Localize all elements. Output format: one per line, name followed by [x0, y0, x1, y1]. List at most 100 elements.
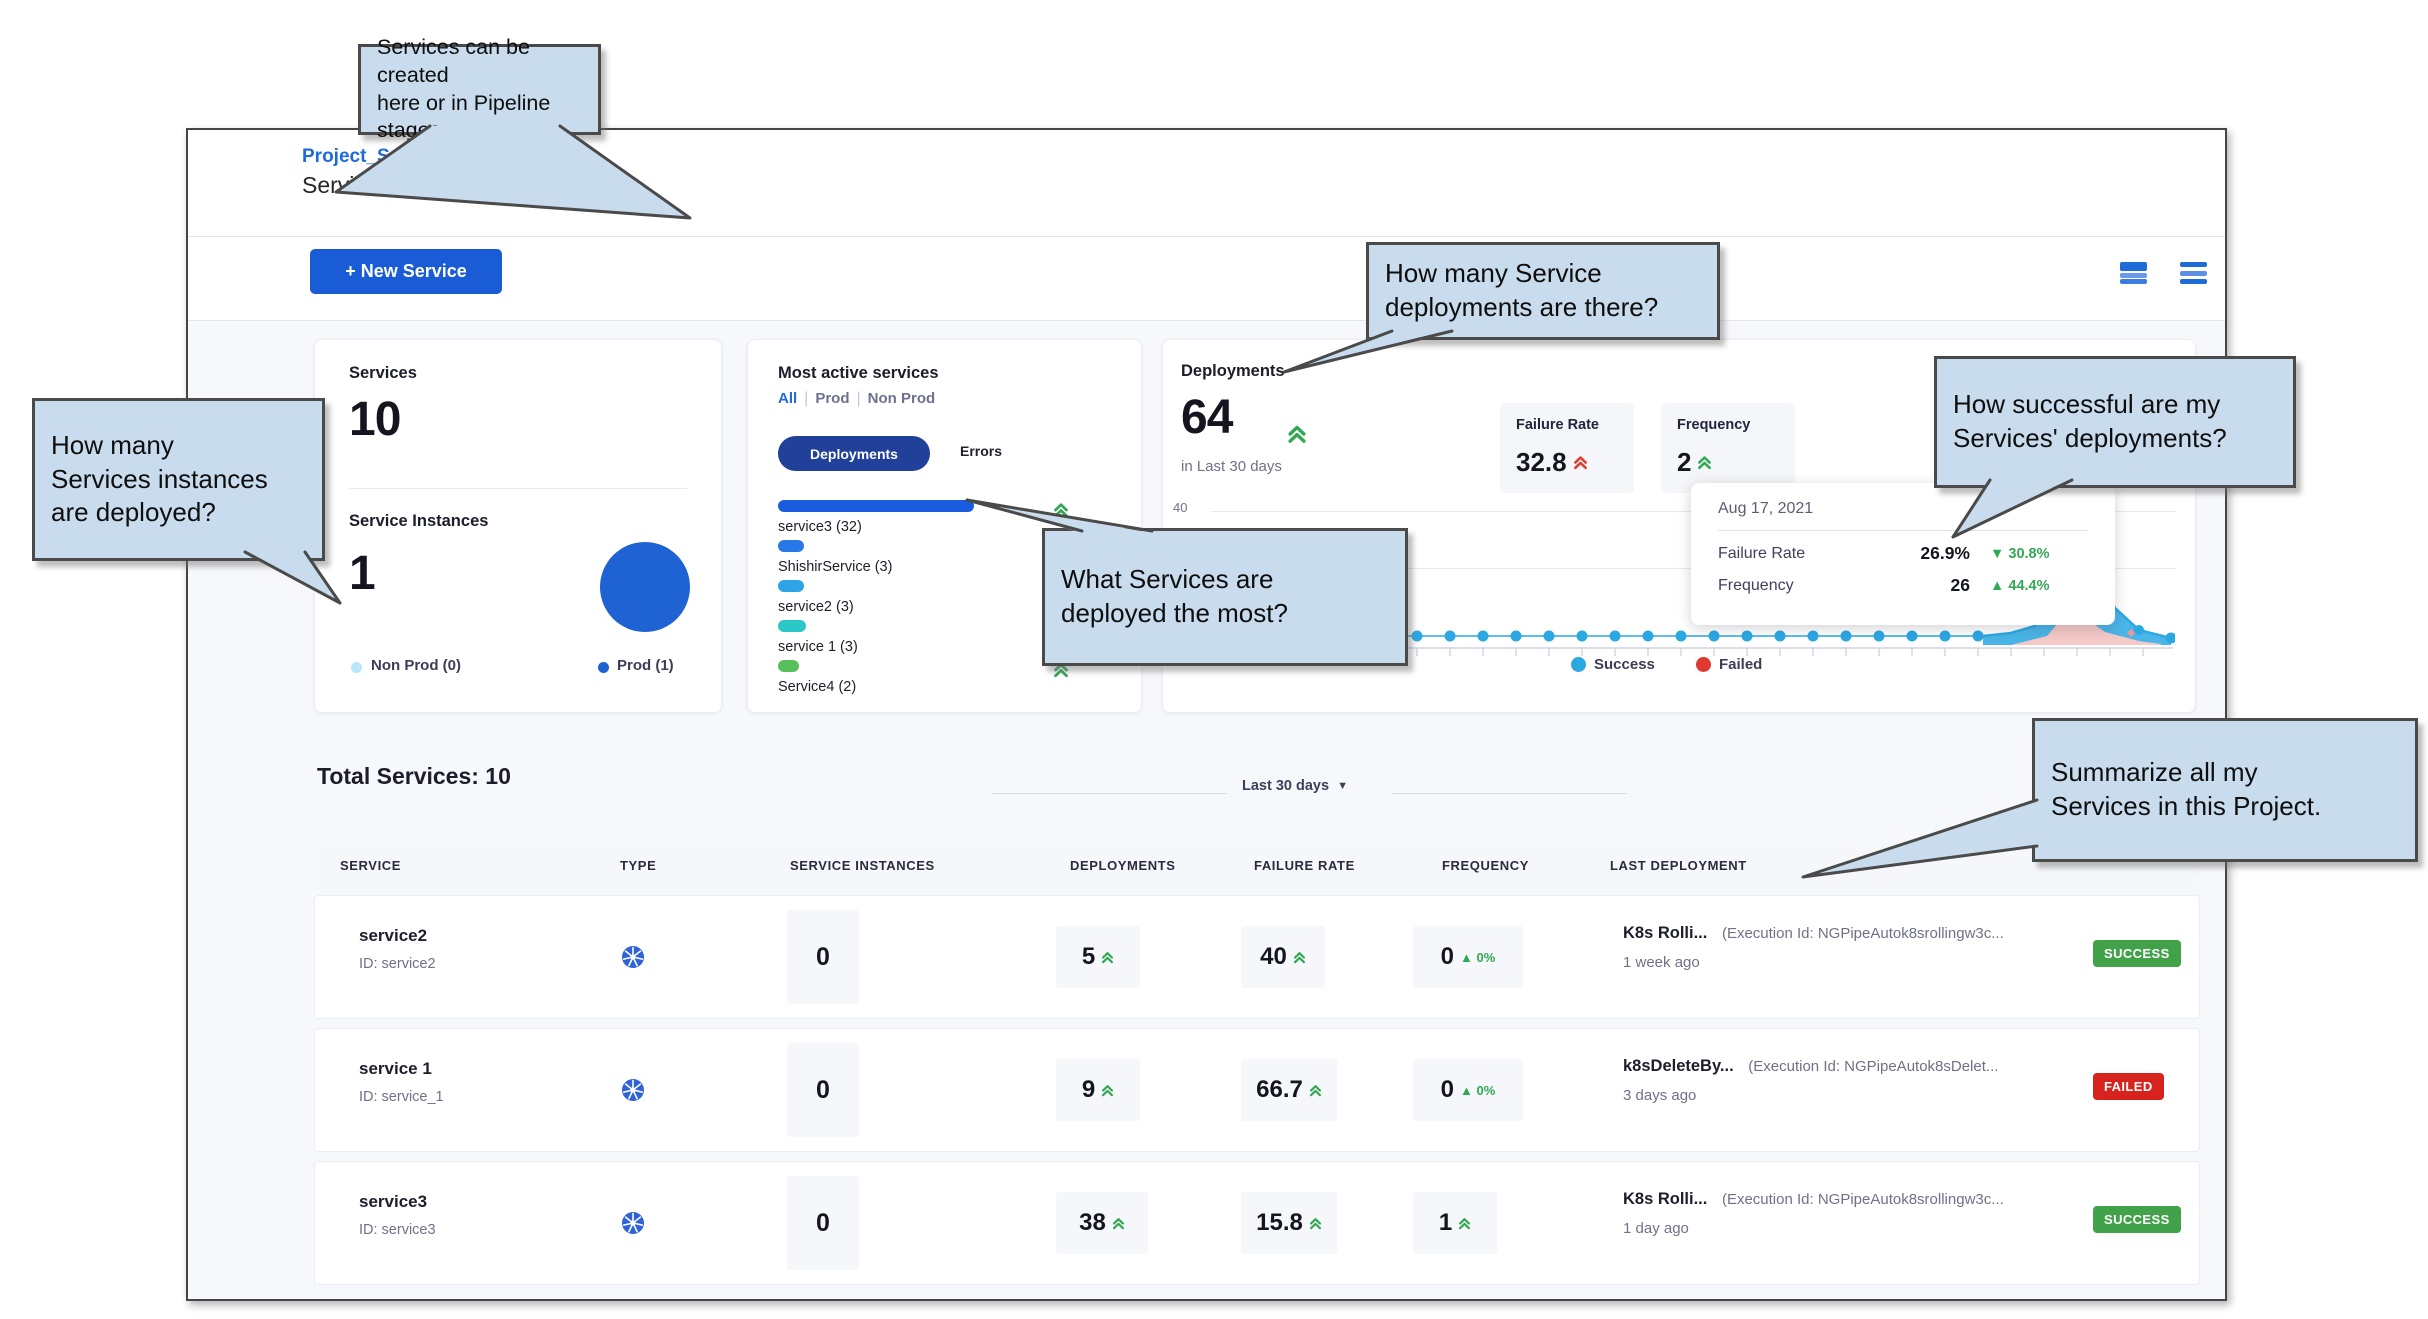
col-last-deployment[interactable]: LAST DEPLOYMENT: [1610, 858, 1747, 873]
failure-rate-cell: 15.8: [1241, 1192, 1337, 1254]
table-row-service3[interactable]: service3 ID: service3 0 38 15.8: [314, 1161, 2200, 1285]
status-badge: FAILED: [2093, 1073, 2164, 1100]
col-service[interactable]: SERVICE: [340, 858, 402, 873]
last-deployment-pipeline[interactable]: k8sDeleteBy...: [1623, 1057, 1734, 1075]
instances-cell: 0: [787, 910, 859, 1004]
kubernetes-icon: [622, 946, 644, 968]
last-deployment-pipeline[interactable]: K8s Rolli...: [1623, 1190, 1708, 1208]
frequency-cell: 0 ▲ 0%: [1413, 1059, 1523, 1121]
trend-up-red-icon: [1573, 455, 1588, 470]
service-name[interactable]: service2: [359, 926, 428, 945]
filter-prod[interactable]: Prod: [815, 390, 850, 407]
service-id: ID: service_1: [359, 1089, 444, 1105]
callout-summarize-services: Summarize all my Services in this Projec…: [2032, 718, 2418, 862]
tooltip-divider: [1718, 530, 2088, 531]
service-instances-label: Service Instances: [349, 512, 489, 530]
trend-up-icon: [1697, 455, 1712, 470]
tooltip-frequency-delta: ▲ 44.4%: [1990, 577, 2050, 594]
deployments-cell: 38: [1056, 1192, 1148, 1254]
success-legend-label: Success: [1594, 656, 1655, 673]
period-dropdown[interactable]: Last 30 days ▼: [1242, 778, 1348, 794]
bar-item-service3[interactable]: service3 (32): [778, 500, 1108, 535]
col-service-instances[interactable]: SERVICE INSTANCES: [790, 858, 935, 873]
deployments-cell: 9: [1056, 1059, 1140, 1121]
status-badge: SUCCESS: [2093, 1206, 2181, 1233]
most-active-title: Most active services: [778, 364, 939, 382]
success-legend-dot: [1571, 657, 1586, 672]
card-view-icon[interactable]: [2120, 262, 2147, 284]
service-name[interactable]: service3: [359, 1192, 428, 1211]
toggle-deployments[interactable]: Deployments: [778, 436, 930, 471]
failure-rate-label: Failure Rate: [1516, 417, 1599, 433]
callout-service-instances: How many Services instances are deployed…: [32, 398, 325, 561]
instances-cell: 0: [787, 1043, 859, 1137]
callout-deployments-count: How many Service deployments are there?: [1366, 242, 1720, 340]
bar-label: service 1 (3): [778, 639, 858, 655]
bar-service4: [778, 660, 799, 672]
table-row-service2[interactable]: service2 ID: service2 0 5 40: [314, 895, 2200, 1019]
bar-service3: [778, 500, 974, 512]
service-id: ID: service3: [359, 1222, 436, 1238]
legend-success: Success: [1571, 656, 1655, 673]
card-divider: [349, 488, 687, 489]
frequency-value: 2: [1677, 447, 1692, 477]
table-row-service-1[interactable]: service 1 ID: service_1 0 9 66.7: [314, 1028, 2200, 1152]
trend-up-icon: [1309, 1217, 1322, 1230]
service-name[interactable]: service 1: [359, 1059, 432, 1078]
toggle-errors[interactable]: Errors: [960, 443, 1003, 459]
failure-rate-cell: 66.7: [1241, 1059, 1337, 1121]
period-dropdown-value: Last 30 days: [1242, 778, 1330, 794]
bar-item-shishirservice[interactable]: ShishirService (3): [778, 540, 1108, 575]
services-count-value: 10: [349, 393, 401, 446]
failure-rate-cell: 40: [1241, 926, 1325, 988]
col-frequency[interactable]: FREQUENCY: [1442, 858, 1530, 873]
frequency-label: Frequency: [1677, 417, 1751, 433]
nonprod-legend-label: Non Prod (0): [371, 657, 461, 674]
filter-all[interactable]: All: [778, 390, 798, 407]
list-view-icon[interactable]: [2180, 262, 2207, 284]
app-window: Project_ServiceLandingPag Services + New…: [186, 128, 2227, 1301]
bar-item-service1[interactable]: service 1 (3): [778, 620, 1108, 655]
bar-label: Service4 (2): [778, 679, 857, 695]
instances-cell: 0: [787, 1176, 859, 1270]
bar-item-service2[interactable]: service2 (3): [778, 580, 1108, 615]
last-deployment-execution: (Execution Id: NGPipeAutok8sDelet...: [1748, 1058, 1999, 1075]
trend-up-icon: [1309, 1084, 1322, 1097]
period-divider-line: [992, 793, 1227, 794]
bar-item-service4[interactable]: Service4 (2): [778, 660, 1108, 695]
new-service-button[interactable]: + New Service: [310, 249, 502, 294]
instances-pie-chart: [600, 542, 690, 632]
services-summary-card: Services 10 Service Instances 1 Non Prod…: [314, 339, 722, 713]
last-deployment-execution: (Execution Id: NGPipeAutok8srollingw3c..…: [1721, 925, 2004, 942]
deployments-subtitle: in Last 30 days: [1181, 458, 1282, 475]
y-axis-tick-label: 40: [1173, 500, 1188, 515]
kubernetes-icon: [622, 1079, 644, 1101]
callout-create-services: Services can be created here or in Pipel…: [358, 35, 601, 142]
bar-label: ShishirService (3): [778, 559, 893, 575]
status-badge: SUCCESS: [2093, 940, 2181, 967]
trend-up-icon: [1112, 1217, 1125, 1230]
legend-failed: Failed: [1696, 656, 1762, 673]
chevron-down-icon: ▼: [1337, 780, 1348, 792]
tooltip-frequency-value: 26: [1950, 575, 1970, 595]
period-divider-line: [1392, 793, 1627, 794]
filter-separator: |: [856, 390, 861, 407]
trend-up-icon: [1053, 502, 1069, 518]
deployments-count: 64: [1181, 391, 1233, 444]
last-deployment-pipeline[interactable]: K8s Rolli...: [1623, 924, 1708, 942]
failure-rate-value: 32.8: [1516, 447, 1567, 477]
filter-nonprod[interactable]: Non Prod: [867, 390, 936, 407]
tooltip-failure-delta: ▼ 30.8%: [1990, 545, 2050, 562]
callout-most-deployed: What Services are deployed the most?: [1042, 528, 1408, 666]
bar-label: service3 (32): [778, 519, 862, 535]
tooltip-failure-label: Failure Rate: [1718, 544, 1806, 562]
total-services-title: Total Services: 10: [317, 763, 511, 789]
col-failure-rate[interactable]: FAILURE RATE: [1254, 858, 1355, 873]
failure-rate-box: Failure Rate 32.8: [1500, 403, 1634, 493]
tooltip-failure-value: 26.9%: [1920, 543, 1970, 563]
header-divider: [188, 236, 2225, 237]
deployments-cell: 5: [1056, 926, 1140, 988]
col-type[interactable]: TYPE: [620, 858, 657, 873]
col-deployments[interactable]: DEPLOYMENTS: [1070, 858, 1176, 873]
